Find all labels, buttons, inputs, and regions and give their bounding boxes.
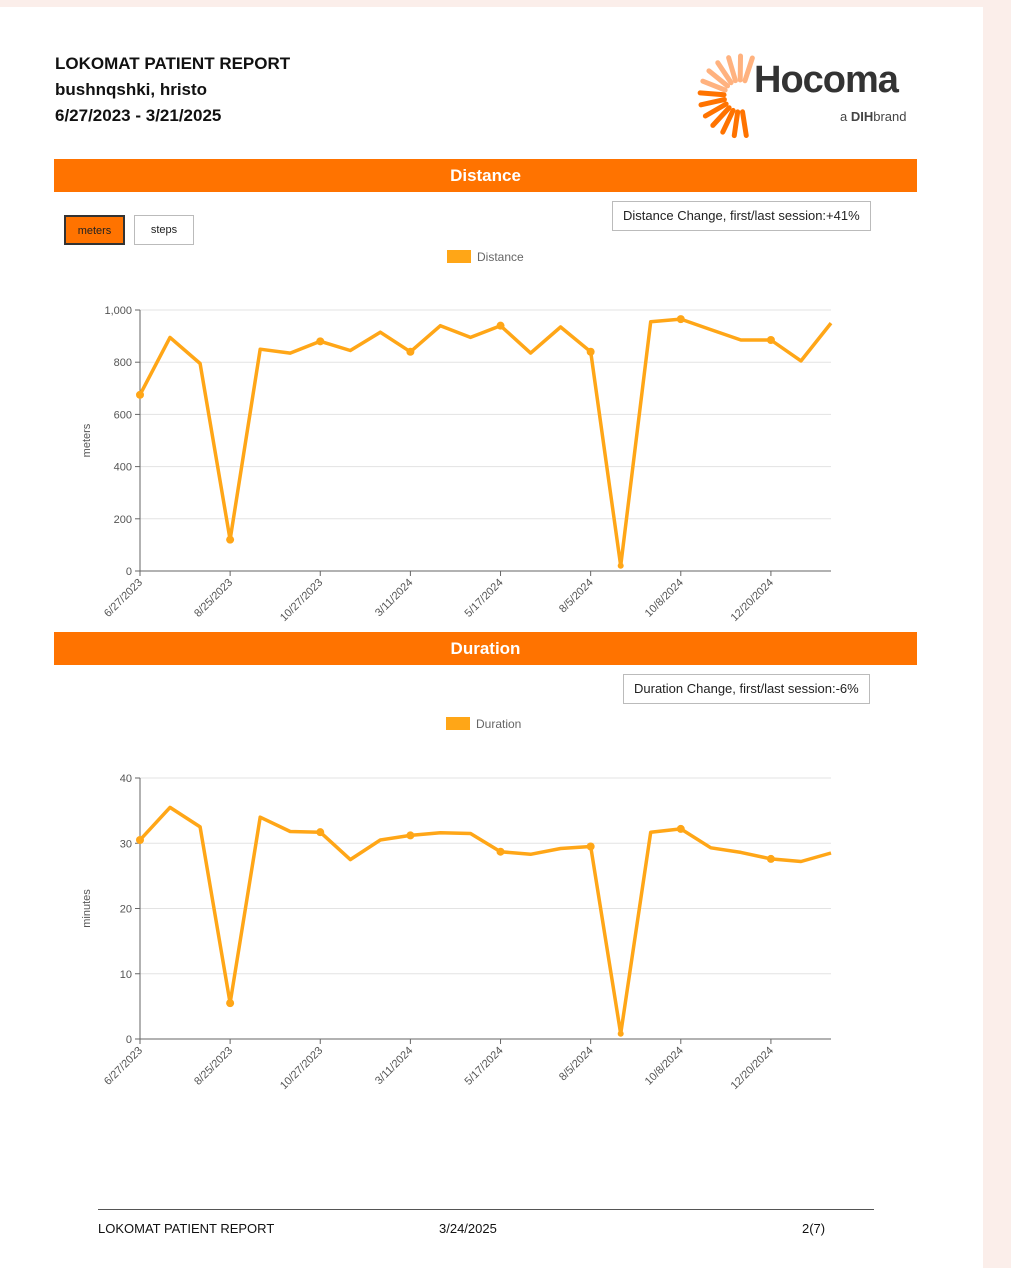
- logo-ray: [715, 60, 734, 86]
- duration-legend[interactable]: Duration: [446, 717, 521, 731]
- data-point[interactable]: [316, 337, 325, 346]
- y-tick-label: 10: [120, 969, 132, 981]
- series-line-distance: [138, 317, 833, 568]
- footer-title: LOKOMAT PATIENT REPORT: [98, 1221, 275, 1236]
- data-point[interactable]: [226, 535, 235, 544]
- x-tick-label: 8/25/2023: [192, 1045, 235, 1088]
- data-point[interactable]: [136, 390, 144, 399]
- series-line-duration: [138, 805, 832, 1036]
- x-tick-label: 10/8/2024: [643, 577, 686, 620]
- x-tick-label: 6/27/2023: [102, 577, 145, 620]
- meters-button[interactable]: meters: [64, 215, 125, 245]
- hocoma-logo: Hocoma a DIHbrand: [682, 51, 917, 141]
- report-page: LOKOMAT PATIENT REPORT bushnqshki, hrist…: [0, 7, 983, 1268]
- data-point[interactable]: [617, 1030, 624, 1037]
- x-tick-label: 8/5/2024: [557, 1045, 596, 1084]
- duration-change-box: Duration Change, first/last session:-6%: [623, 674, 870, 704]
- y-tick-label: 600: [114, 409, 132, 421]
- data-point[interactable]: [617, 562, 624, 569]
- distance-legend[interactable]: Distance: [447, 250, 524, 264]
- logo-ray: [731, 109, 741, 139]
- x-tick-label: 6/27/2023: [102, 1045, 145, 1088]
- y-tick-label: 800: [114, 357, 132, 369]
- steps-button[interactable]: steps: [134, 215, 194, 245]
- data-point[interactable]: [676, 315, 685, 324]
- data-point[interactable]: [136, 835, 144, 844]
- x-tick-label: 12/20/2024: [729, 1045, 776, 1092]
- logo-ray: [702, 101, 729, 119]
- data-point[interactable]: [226, 999, 235, 1008]
- data-point[interactable]: [406, 831, 415, 840]
- duration-legend-label: Duration: [476, 717, 522, 731]
- y-tick-label: 0: [126, 1034, 132, 1046]
- x-tick-label: 5/17/2024: [463, 577, 506, 620]
- y-tick-label: 400: [114, 462, 132, 474]
- logo-ray: [710, 105, 732, 128]
- logo-ray: [700, 78, 728, 93]
- x-tick-label: 12/20/2024: [729, 577, 776, 624]
- x-tick-label: 8/5/2024: [557, 577, 596, 616]
- data-point[interactable]: [766, 336, 775, 345]
- data-point[interactable]: [586, 347, 595, 356]
- y-axis-label: meters: [81, 423, 93, 457]
- logo-ray: [706, 68, 731, 89]
- x-tick-label: 3/11/2024: [373, 577, 416, 620]
- x-tick-label: 8/25/2023: [192, 577, 235, 620]
- x-tick-label: 5/17/2024: [463, 1045, 506, 1088]
- y-tick-label: 1,000: [104, 305, 132, 317]
- y-axis-label: minutes: [81, 889, 93, 928]
- data-point[interactable]: [496, 847, 505, 856]
- logo-brand: Hocoma: [754, 59, 899, 101]
- data-point[interactable]: [586, 842, 595, 851]
- footer-page-number: 2(7): [802, 1221, 826, 1236]
- logo-ray: [698, 97, 727, 108]
- duration-chart: 0 10 20 30 40 minutes 6/27/2023 8/25/2023 10/27/…: [81, 773, 832, 1092]
- logo-ray: [720, 107, 736, 135]
- data-point[interactable]: [496, 321, 505, 330]
- report-title: LOKOMAT PATIENT REPORT: [55, 54, 291, 73]
- data-point[interactable]: [406, 347, 415, 356]
- distance-section-header: Distance: [54, 159, 917, 192]
- logo-ray: [742, 55, 755, 84]
- logo-ray: [697, 90, 727, 98]
- x-tick-label: 10/27/2023: [278, 577, 325, 624]
- duration-section-header: Duration: [54, 632, 917, 665]
- y-tick-label: 40: [120, 773, 132, 785]
- y-tick-label: 30: [120, 838, 132, 850]
- data-point[interactable]: [316, 828, 325, 837]
- logo-subtitle: a DIHbrand: [840, 109, 907, 124]
- distance-change-box: Distance Change, first/last session:+41%: [612, 201, 871, 231]
- y-tick-label: 0: [126, 566, 132, 578]
- distance-legend-label: Distance: [477, 250, 524, 264]
- footer-divider: [98, 1209, 874, 1210]
- footer-date: 3/24/2025: [439, 1221, 497, 1236]
- hocoma-sunburst-icon: [697, 53, 755, 139]
- data-point[interactable]: [766, 854, 775, 863]
- distance-chart: 0 200 400 600 800 1,000 meters 6/27/2023 8/25/20…: [81, 305, 833, 624]
- x-tick-label: 10/8/2024: [643, 1045, 686, 1088]
- logo-ray: [726, 55, 738, 84]
- distance-legend-swatch: [447, 250, 471, 263]
- duration-legend-swatch: [446, 717, 470, 730]
- y-tick-label: 200: [114, 514, 132, 526]
- y-tick-label: 20: [120, 904, 132, 916]
- logo-ray: [740, 109, 749, 139]
- x-tick-label: 10/27/2023: [278, 1045, 325, 1092]
- data-point[interactable]: [676, 824, 685, 833]
- patient-name: bushnqshki, hristo: [55, 80, 208, 99]
- date-range: 6/27/2023 - 3/21/2025: [55, 106, 222, 125]
- x-tick-label: 3/11/2024: [373, 1045, 416, 1088]
